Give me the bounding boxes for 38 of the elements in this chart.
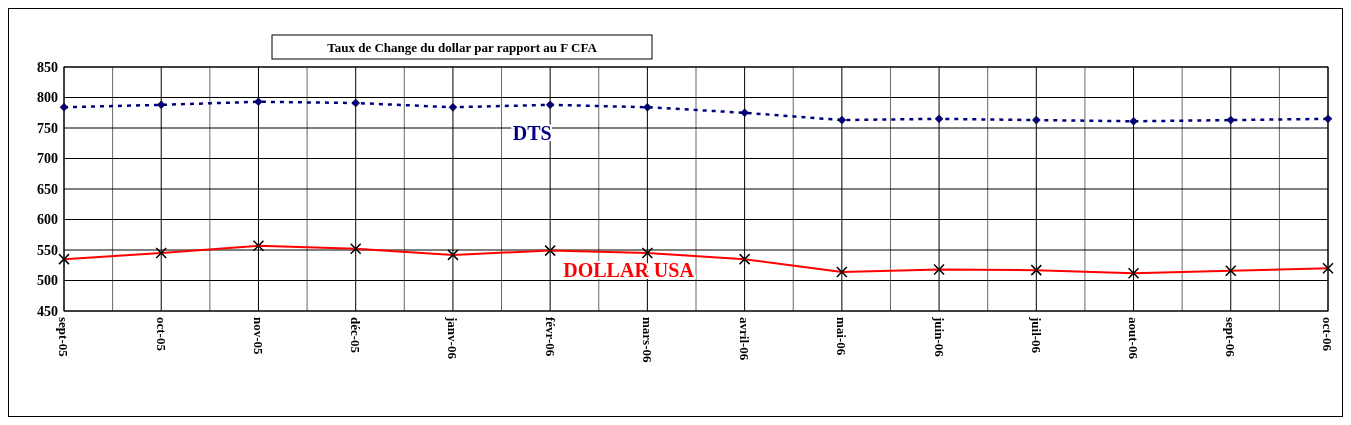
- y-tick-label: 700: [37, 151, 58, 167]
- point: [1323, 114, 1333, 124]
- x-tick-label: mai-06: [834, 317, 850, 356]
- y-tick-label: 500: [37, 273, 58, 289]
- y-tick-label: 850: [37, 59, 58, 75]
- chart-title: Taux de Change du dollar par rapport au F CFA: [327, 39, 598, 55]
- x-tick-label: sept-06: [1223, 317, 1239, 358]
- point: [1032, 115, 1041, 125]
- x-tick-label: févr-06: [542, 317, 558, 357]
- point: [254, 97, 263, 107]
- y-tick-label: 450: [37, 303, 58, 319]
- x-tick-label: oct-06: [1320, 317, 1336, 352]
- x-tick-label: juil-06: [1028, 316, 1044, 354]
- point: [156, 100, 166, 110]
- x-tick-label: oct-05: [153, 317, 169, 352]
- x-tick-label: mars-06: [639, 317, 655, 363]
- point: [1129, 117, 1138, 126]
- x-tick-label: déc-05: [348, 317, 364, 354]
- point: [448, 103, 458, 112]
- x-tick-label: sept-05: [56, 317, 72, 358]
- point: [1226, 115, 1236, 125]
- point: [545, 100, 555, 110]
- point: [643, 103, 652, 112]
- point: [740, 108, 749, 117]
- y-tick-label: 800: [37, 90, 58, 106]
- point: [59, 103, 69, 112]
- x-tick-label: avril-06: [737, 317, 753, 361]
- y-tick-label: 650: [37, 181, 58, 197]
- y-tick-label: 550: [37, 242, 58, 258]
- point: [934, 114, 944, 124]
- point: [837, 115, 847, 125]
- x-tick-label: aout-06: [1125, 317, 1141, 360]
- y-tick-label: 750: [37, 120, 58, 136]
- point: [351, 98, 360, 108]
- y-tick-label: 600: [37, 212, 58, 228]
- x-tick-label: janv-06: [445, 316, 461, 360]
- x-tick-label: nov-05: [250, 317, 266, 356]
- x-tick-label: juin-06: [931, 316, 947, 358]
